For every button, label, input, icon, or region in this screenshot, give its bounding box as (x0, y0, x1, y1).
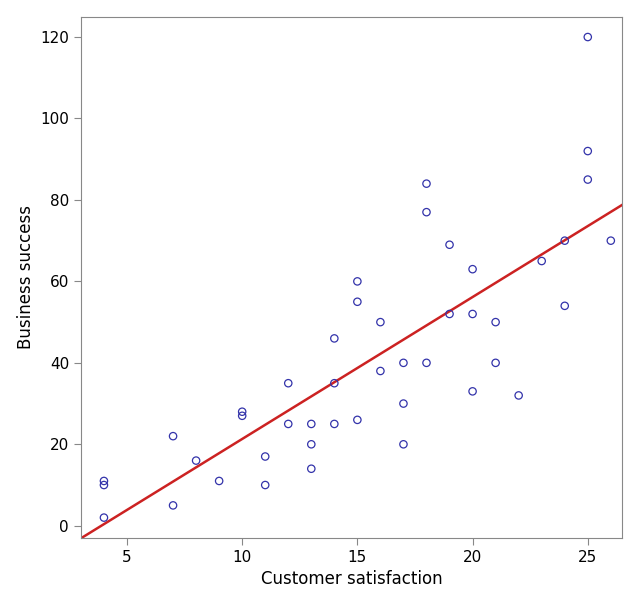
Point (99, 480, 109, 490)
Point (468, 309, 478, 319)
Point (352, 276, 362, 286)
Point (260, 480, 270, 490)
Point (421, 358, 431, 368)
Point (514, 391, 524, 401)
Point (306, 439, 316, 449)
Point (329, 333, 339, 343)
Point (306, 464, 316, 474)
Point (260, 452, 270, 462)
Point (560, 236, 570, 246)
Point (352, 415, 362, 425)
Point (421, 179, 431, 189)
Point (468, 264, 478, 274)
Point (398, 399, 408, 408)
Point (191, 456, 201, 465)
Point (398, 439, 408, 449)
Point (329, 378, 339, 388)
Point (444, 240, 454, 250)
Point (375, 317, 385, 327)
Point (329, 419, 339, 429)
Point (375, 366, 385, 376)
Point (491, 358, 501, 368)
Point (306, 419, 316, 429)
Point (537, 256, 547, 266)
Point (606, 236, 616, 246)
Point (168, 431, 178, 441)
Point (583, 175, 593, 185)
Point (468, 387, 478, 396)
Point (99, 476, 109, 486)
Point (99, 513, 109, 523)
Point (583, 146, 593, 156)
Point (237, 407, 247, 417)
Point (283, 419, 293, 429)
Point (352, 297, 362, 307)
Point (560, 301, 570, 311)
Point (583, 32, 593, 42)
X-axis label: Customer satisfaction: Customer satisfaction (261, 571, 442, 588)
Point (237, 411, 247, 420)
Point (214, 476, 224, 486)
Point (491, 317, 501, 327)
Y-axis label: Business success: Business success (17, 205, 35, 349)
Point (283, 378, 293, 388)
Point (444, 309, 454, 319)
Point (398, 358, 408, 368)
Point (421, 208, 431, 217)
Point (168, 500, 178, 510)
